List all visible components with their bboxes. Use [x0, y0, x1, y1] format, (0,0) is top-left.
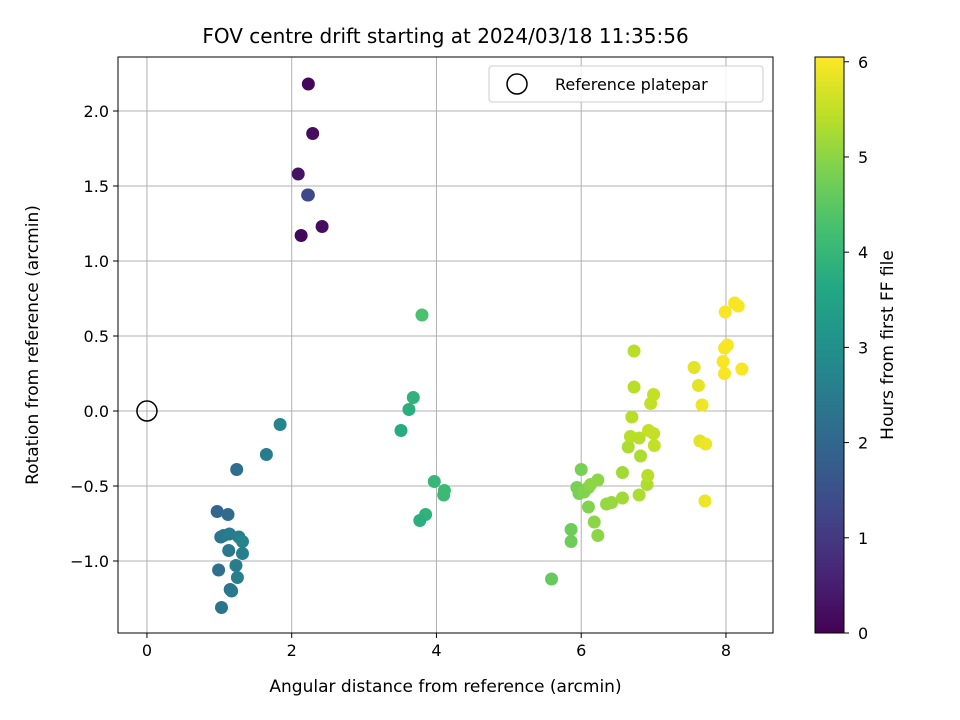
data-point: [564, 535, 578, 548]
data-point: [716, 355, 730, 368]
data-point: [225, 584, 239, 598]
legend: Reference platepar: [488, 65, 764, 103]
data-points: [136, 77, 749, 614]
data-point: [587, 515, 601, 529]
data-point: [632, 488, 646, 502]
data-point: [647, 388, 661, 401]
data-point: [210, 505, 224, 518]
data-point: [229, 559, 243, 572]
colorbar-tick-label: 0: [858, 624, 868, 643]
data-point: [214, 601, 228, 614]
data-point: [731, 299, 745, 313]
data-point: [591, 529, 605, 542]
colorbar-tick-label: 1: [858, 529, 868, 548]
chart-title: FOV centre drift starting at 2024/03/18 …: [202, 24, 688, 48]
x-axis-label: Angular distance from reference (arcmin): [269, 677, 621, 697]
data-point: [413, 514, 427, 527]
data-point: [235, 547, 249, 560]
data-point: [605, 496, 619, 509]
y-tick-label: 2.0: [84, 102, 109, 121]
data-point: [415, 308, 429, 322]
plot-frame: [117, 56, 774, 634]
data-point: [259, 448, 273, 461]
data-point: [230, 463, 244, 476]
data-point: [720, 338, 734, 352]
data-point: [695, 398, 709, 412]
x-tick-label: 6: [576, 641, 586, 660]
data-point: [698, 494, 712, 508]
x-tick-label: 0: [142, 641, 152, 660]
colorbar-label: Hours from first FF file: [878, 250, 898, 440]
data-point: [230, 571, 244, 584]
data-point: [235, 535, 249, 548]
y-tick-label: 0.5: [84, 327, 109, 346]
colorbar-fill: [814, 56, 845, 634]
data-point: [427, 475, 441, 488]
colorbar-tick-label: 6: [858, 53, 868, 72]
x-tick-label: 8: [721, 641, 731, 660]
data-point: [627, 344, 641, 358]
data-point: [406, 391, 420, 404]
data-point: [691, 379, 705, 392]
data-point: [394, 424, 408, 437]
colorbar-tick-label: 3: [858, 338, 868, 357]
data-point: [632, 431, 646, 445]
y-tick-label: 0.0: [84, 402, 109, 421]
data-point: [621, 440, 635, 454]
data-point: [402, 403, 416, 416]
data-point: [545, 572, 559, 586]
legend-box: [488, 65, 764, 103]
data-point: [301, 188, 315, 202]
data-point: [221, 508, 235, 521]
colorbar-ticks: 0 1 2 3 4 5 6: [844, 53, 868, 643]
data-point: [574, 463, 588, 476]
data-point: [615, 466, 629, 479]
data-point: [581, 500, 595, 514]
data-point: [615, 491, 629, 505]
colorbar-tick-label: 2: [858, 434, 868, 453]
data-point: [627, 380, 641, 394]
data-point: [641, 469, 655, 482]
x-tick-label: 2: [287, 641, 297, 660]
y-tick-label: 1.0: [84, 252, 109, 271]
y-tick-label: −0.5: [70, 477, 109, 496]
data-point: [718, 367, 732, 380]
data-point: [735, 362, 749, 376]
data-point: [437, 488, 451, 502]
reference-marker: [136, 400, 158, 422]
data-point: [699, 437, 713, 451]
data-point: [647, 427, 661, 440]
y-axis-ticks: −1.0 −0.5 0.0 0.5 1.0 1.5 2.0: [70, 102, 118, 571]
data-point: [212, 563, 226, 577]
data-point: [687, 361, 701, 374]
data-point: [647, 439, 661, 452]
y-axis-label: Rotation from reference (arcmin): [23, 205, 43, 485]
y-tick-label: −1.0: [70, 552, 109, 571]
colorbar: 0 1 2 3 4 5 6 Hours from first FF file: [814, 53, 898, 643]
y-tick-label: 1.5: [84, 177, 109, 196]
grid: [118, 57, 773, 633]
data-point: [273, 418, 287, 431]
data-point: [291, 167, 305, 181]
data-point: [315, 220, 329, 233]
data-point: [591, 473, 605, 487]
colorbar-tick-label: 4: [858, 243, 868, 262]
x-axis-ticks: 0 2 4 6 8: [142, 633, 731, 660]
data-point: [634, 449, 648, 463]
legend-entry-label: Reference platepar: [555, 75, 708, 94]
x-tick-label: 4: [431, 641, 441, 660]
data-point: [625, 410, 639, 424]
data-point: [718, 305, 732, 319]
data-point: [222, 544, 236, 557]
colorbar-tick-label: 5: [858, 148, 868, 167]
data-point: [564, 523, 578, 536]
data-point: [306, 127, 320, 140]
data-point: [294, 229, 308, 242]
data-point: [301, 77, 315, 91]
legend-reference-marker: [506, 73, 528, 95]
